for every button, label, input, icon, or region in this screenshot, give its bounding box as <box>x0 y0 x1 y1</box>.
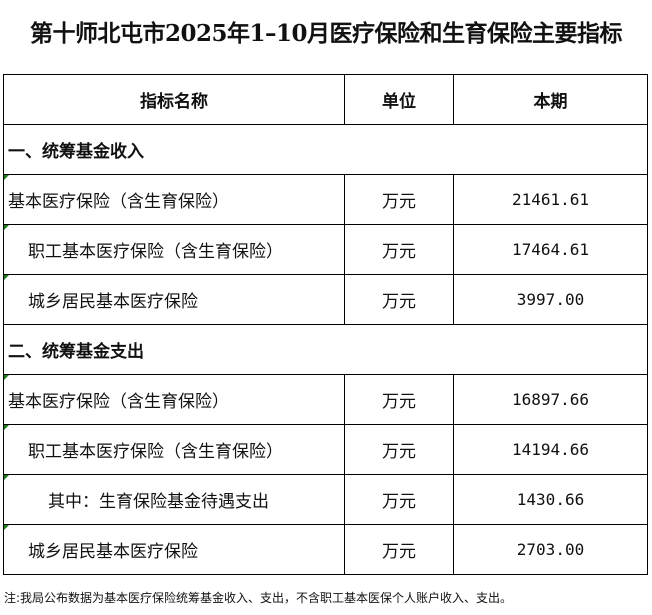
header-name: 指标名称 <box>3 74 345 125</box>
cell-marker-icon <box>4 475 9 480</box>
indicator-name: 职工基本医疗保险（含生育保险） <box>3 424 345 475</box>
table-row: 其中：生育保险基金待遇支出 万元 1430.66 <box>3 474 648 525</box>
value-cell: 16897.66 <box>453 374 648 425</box>
value-cell: 17464.61 <box>453 224 648 275</box>
cell-marker-icon <box>4 225 9 230</box>
unit-cell: 万元 <box>344 274 454 325</box>
footnote: 注:我局公布数据为基本医疗保险统筹基金收入、支出，不含职工基本医保个人账户收入、… <box>4 591 513 605</box>
indicator-name: 基本医疗保险（含生育保险） <box>3 174 345 225</box>
indicator-name-text: 基本医疗保险（含生育保险） <box>8 392 229 412</box>
value-cell: 21461.61 <box>453 174 648 225</box>
section-label: 二、统筹基金支出 <box>3 324 648 375</box>
value-cell: 1430.66 <box>453 474 648 525</box>
cell-marker-icon <box>4 175 9 180</box>
cell-marker-icon <box>4 425 9 430</box>
page-title: 第十师北屯市2025年1–10月医疗保险和生育保险主要指标 <box>29 20 623 47</box>
header-value: 本期 <box>453 74 648 125</box>
table-row: 城乡居民基本医疗保险 万元 3997.00 <box>3 274 648 325</box>
cell-marker-icon <box>4 375 9 380</box>
indicator-name-text: 职工基本医疗保险（含生育保险） <box>28 242 283 262</box>
value-cell: 2703.00 <box>453 524 648 575</box>
indicator-name: 城乡居民基本医疗保险 <box>3 524 345 575</box>
unit-cell: 万元 <box>344 174 454 225</box>
indicator-name-text: 城乡居民基本医疗保险 <box>28 542 198 562</box>
indicator-name: 职工基本医疗保险（含生育保险） <box>3 224 345 275</box>
section-row: 二、统筹基金支出 <box>3 324 648 375</box>
table-header-row: 指标名称 单位 本期 <box>3 74 648 125</box>
section-label: 一、统筹基金收入 <box>3 124 648 175</box>
cell-marker-icon <box>4 275 9 280</box>
indicator-name: 基本医疗保险（含生育保险） <box>3 374 345 425</box>
table-row: 基本医疗保险（含生育保险） 万元 21461.61 <box>3 174 648 225</box>
unit-cell: 万元 <box>344 224 454 275</box>
indicator-name: 城乡居民基本医疗保险 <box>3 274 345 325</box>
table-row: 职工基本医疗保险（含生育保险） 万元 17464.61 <box>3 224 648 275</box>
unit-cell: 万元 <box>344 474 454 525</box>
indicator-name-text: 职工基本医疗保险（含生育保险） <box>28 442 283 462</box>
table-row: 城乡居民基本医疗保险 万元 2703.00 <box>3 524 648 575</box>
cell-marker-icon <box>4 525 9 530</box>
indicator-name-text: 城乡居民基本医疗保险 <box>28 292 198 312</box>
indicator-name-text: 其中：生育保险基金待遇支出 <box>48 492 269 512</box>
indicator-name-text: 基本医疗保险（含生育保险） <box>8 192 229 212</box>
value-cell: 14194.66 <box>453 424 648 475</box>
unit-cell: 万元 <box>344 424 454 475</box>
value-cell: 3997.00 <box>453 274 648 325</box>
section-row: 一、统筹基金收入 <box>3 124 648 175</box>
table-row: 基本医疗保险（含生育保险） 万元 16897.66 <box>3 374 648 425</box>
indicator-table: 指标名称 单位 本期 一、统筹基金收入 基本医疗保险（含生育保险） 万元 2146… <box>3 74 648 575</box>
table-row: 职工基本医疗保险（含生育保险） 万元 14194.66 <box>3 424 648 475</box>
unit-cell: 万元 <box>344 524 454 575</box>
header-unit: 单位 <box>344 74 454 125</box>
indicator-name: 其中：生育保险基金待遇支出 <box>3 474 345 525</box>
unit-cell: 万元 <box>344 374 454 425</box>
